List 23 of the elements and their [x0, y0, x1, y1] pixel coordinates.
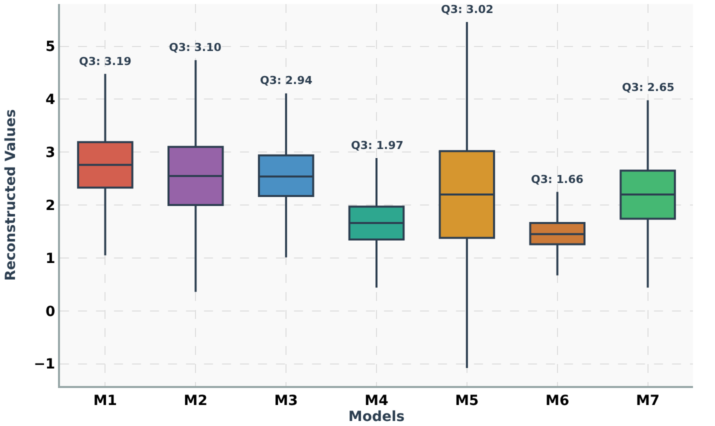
- y-tick-label: 4: [45, 92, 56, 108]
- x-tick-label: M2: [184, 392, 208, 409]
- y-tick-label: 0: [45, 304, 56, 320]
- y-tick-label: 5: [45, 39, 56, 56]
- x-tick-label: M3: [274, 392, 298, 409]
- x-tick-label: M6: [546, 392, 570, 409]
- annotation: Q3: 3.10: [169, 41, 222, 54]
- x-tick-label: M4: [364, 392, 389, 409]
- y-tick-label: 2: [45, 198, 56, 214]
- y-tick-label: 1: [45, 250, 56, 267]
- annotation: Q3: 3.02: [441, 3, 494, 16]
- y-tick-label: −1: [34, 356, 56, 373]
- x-tick-label: M5: [455, 392, 479, 409]
- annotation: Q3: 2.94: [260, 74, 313, 87]
- annotation: Q3: 1.66: [531, 173, 584, 186]
- annotation: Q3: 1.97: [351, 139, 404, 152]
- annotation: Q3: 2.65: [622, 81, 674, 94]
- x-tick-label: M7: [636, 392, 660, 409]
- y-axis-title: Reconstructed Values: [2, 109, 19, 281]
- x-tick-label: M1: [93, 392, 118, 409]
- y-tick-label: 3: [45, 145, 56, 162]
- annotation: Q3: 3.19: [79, 55, 132, 68]
- x-axis-title: Models: [348, 408, 405, 425]
